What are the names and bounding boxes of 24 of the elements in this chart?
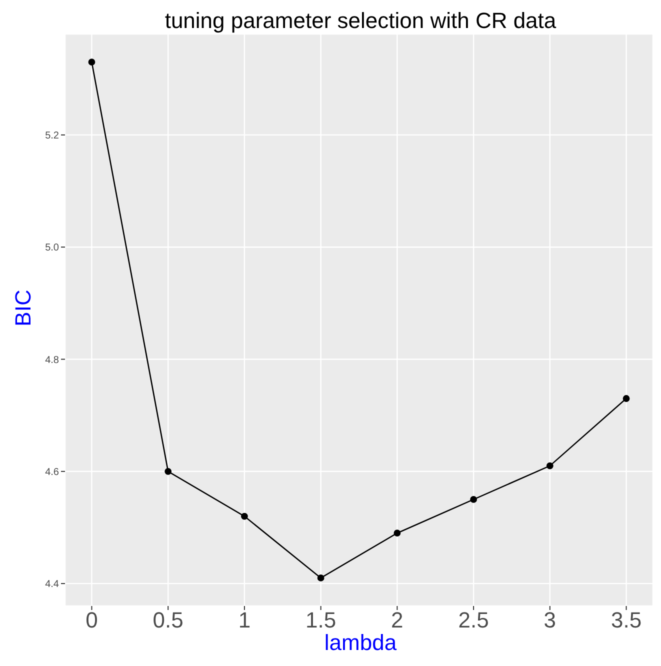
x-tick-label: 1.5 [306,608,336,633]
y-tick-label: 4.6 [45,466,60,478]
point [88,58,96,66]
y-tick-label: 4.4 [45,579,60,590]
x-tick-label: 1 [238,608,251,633]
x-tick-label: 2 [391,608,404,633]
point [622,395,630,402]
point [394,530,401,537]
point [241,512,248,520]
point [164,468,172,475]
point [470,496,477,503]
x-tick-label: 3.5 [610,608,642,633]
x-tick-label: 0 [86,608,98,633]
y-tick-label: 5.0 [45,242,60,254]
x-tick-label: 2.5 [458,608,489,633]
x-axis-title: lambda [324,630,397,655]
point [546,462,554,470]
x-tick-label: 3 [544,608,556,633]
x-tick-label: 0.5 [152,608,184,633]
point [317,574,324,582]
chart-title: tuning parameter selection with CR data [164,8,558,34]
y-axis-title: BIC [10,290,36,326]
y-tick-label: 4.8 [45,354,60,366]
y-tick-label: 5.2 [45,130,60,142]
